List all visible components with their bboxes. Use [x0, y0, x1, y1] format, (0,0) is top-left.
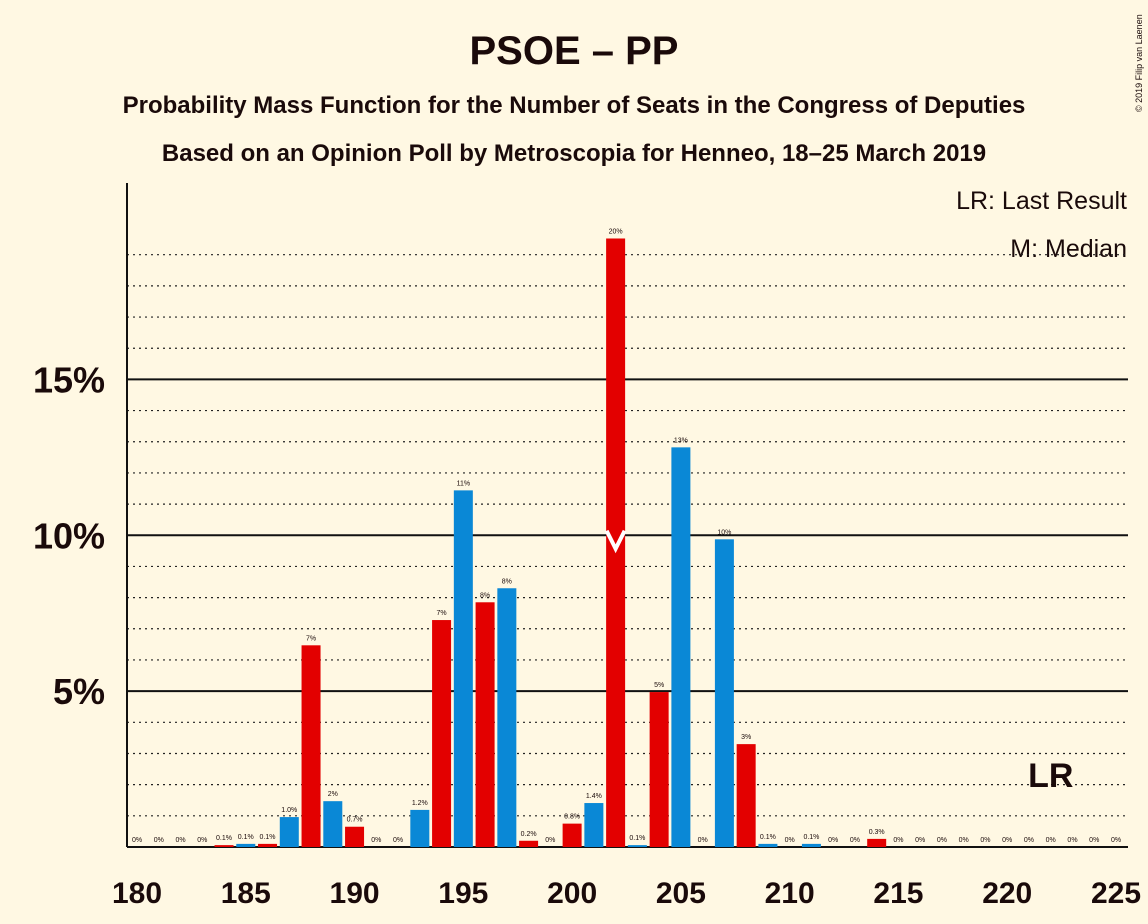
data-label: 0%	[154, 837, 164, 844]
data-label: 8%	[480, 592, 490, 599]
data-label: 2%	[328, 791, 338, 798]
subtitle: Based on an Opinion Poll by Metroscopia …	[162, 140, 986, 167]
data-label: 0%	[393, 837, 403, 844]
data-label: 0%	[1089, 837, 1099, 844]
data-label: 0%	[698, 837, 708, 844]
bar	[410, 809, 430, 847]
data-label: 7%	[306, 635, 316, 642]
data-label: 0%	[980, 837, 990, 844]
bar	[258, 843, 278, 847]
x-tick-label: 215	[873, 877, 923, 910]
y-tick-label: 15%	[33, 359, 105, 400]
data-label: 0.1%	[760, 834, 776, 841]
bar	[606, 238, 626, 847]
data-label: 11%	[457, 480, 471, 487]
legend-entry: LR: Last Result	[956, 187, 1127, 215]
data-label: 0%	[1111, 837, 1121, 844]
bar	[584, 803, 604, 847]
data-label: 1.0%	[281, 807, 297, 814]
data-label: 0%	[893, 837, 903, 844]
bar	[562, 823, 582, 847]
data-label: 0%	[545, 837, 555, 844]
data-label: 1.4%	[586, 793, 602, 800]
last-result-marker: LR	[1028, 757, 1073, 795]
data-label: 0.1%	[260, 834, 276, 841]
data-label: 0.1%	[803, 834, 819, 841]
x-tick-label: 210	[765, 877, 815, 910]
x-tick-label: 190	[330, 877, 380, 910]
bar	[519, 840, 539, 847]
data-label: 0.1%	[629, 835, 645, 842]
y-tick-label: 10%	[33, 515, 105, 556]
data-label: 20%	[609, 228, 623, 235]
data-label: 0%	[828, 837, 838, 844]
data-label: 0.1%	[216, 835, 232, 842]
data-label: 1.2%	[412, 800, 428, 807]
data-label: 0%	[937, 837, 947, 844]
subtitle: Probability Mass Function for the Number…	[123, 92, 1026, 119]
bar	[323, 801, 343, 847]
bar	[345, 826, 365, 847]
bar	[714, 539, 734, 847]
x-tick-label: 200	[547, 877, 597, 910]
data-label: 0%	[197, 837, 207, 844]
x-tick-label: 195	[438, 877, 488, 910]
bar	[236, 843, 256, 847]
bar	[301, 645, 321, 847]
x-tick-label: 205	[656, 877, 706, 910]
bar	[497, 588, 517, 847]
copyright: © 2019 Filip van Laenen	[1134, 14, 1144, 112]
bar	[649, 692, 669, 847]
data-label: 0%	[371, 837, 381, 844]
data-label: 0%	[1067, 837, 1077, 844]
y-tick-label: 5%	[53, 671, 105, 712]
bar	[758, 843, 778, 847]
data-label: 3%	[741, 734, 751, 741]
data-label: 0%	[1046, 837, 1056, 844]
bar	[475, 602, 495, 847]
data-label: 0%	[1002, 837, 1012, 844]
data-label: 0.2%	[521, 831, 537, 838]
data-label: 10%	[717, 529, 731, 536]
bar	[736, 744, 756, 847]
median-marker	[604, 529, 627, 554]
bar	[453, 490, 473, 847]
bar	[867, 838, 887, 847]
x-tick-label: 185	[221, 877, 271, 910]
data-label: 5%	[654, 682, 664, 689]
bar	[214, 845, 234, 847]
data-label: 0%	[785, 837, 795, 844]
data-label: 0%	[132, 837, 142, 844]
data-label: 0.8%	[564, 814, 580, 821]
data-label: 13%	[674, 437, 688, 444]
bar	[801, 843, 821, 847]
data-label: 0%	[915, 837, 925, 844]
x-tick-label: 225	[1091, 877, 1141, 910]
data-label: 8%	[502, 578, 512, 585]
data-label: 0%	[175, 837, 185, 844]
data-label: 0%	[1024, 837, 1034, 844]
bar	[432, 620, 452, 847]
data-label: 0.1%	[238, 834, 254, 841]
bar	[279, 817, 299, 847]
chart-title: PSOE – PP	[470, 29, 679, 73]
data-label: 0.3%	[869, 829, 885, 836]
data-label: 0.7%	[347, 817, 363, 824]
x-tick-label: 220	[982, 877, 1032, 910]
data-label: 0%	[959, 837, 969, 844]
x-tick-label: 180	[112, 877, 162, 910]
data-label: 7%	[437, 610, 447, 617]
bar	[627, 845, 647, 847]
data-label: 0%	[850, 837, 860, 844]
bar	[671, 447, 691, 847]
legend-entry: M: Median	[1010, 235, 1127, 263]
